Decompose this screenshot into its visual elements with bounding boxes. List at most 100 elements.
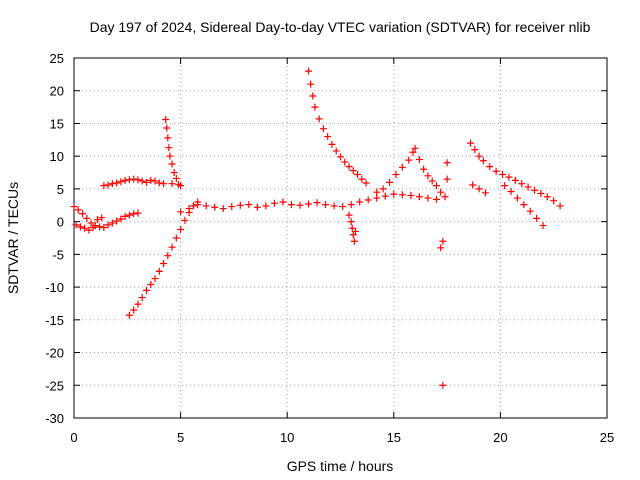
data-point bbox=[348, 224, 356, 232]
data-point bbox=[100, 224, 108, 232]
data-point bbox=[347, 201, 355, 209]
data-point bbox=[287, 201, 295, 209]
data-point bbox=[471, 146, 479, 154]
data-point bbox=[117, 178, 125, 186]
y-tick-label: -5 bbox=[52, 247, 64, 262]
data-point bbox=[439, 237, 447, 245]
data-point bbox=[89, 224, 97, 232]
data-point bbox=[104, 221, 112, 229]
data-point bbox=[499, 171, 507, 179]
data-point bbox=[358, 175, 366, 183]
data-point bbox=[486, 163, 494, 171]
data-point bbox=[125, 311, 133, 319]
data-point bbox=[351, 227, 359, 235]
data-point bbox=[437, 244, 445, 252]
data-point bbox=[390, 190, 398, 198]
data-point bbox=[411, 144, 419, 152]
data-point bbox=[511, 176, 519, 184]
data-point bbox=[481, 189, 489, 197]
y-tick-label: -30 bbox=[45, 411, 64, 426]
data-point bbox=[228, 203, 236, 211]
data-point bbox=[72, 221, 80, 229]
data-point bbox=[531, 186, 539, 194]
data-point bbox=[364, 196, 372, 204]
data-point bbox=[164, 134, 172, 142]
data-point bbox=[362, 179, 370, 187]
data-point bbox=[81, 224, 89, 232]
y-tick-label: 15 bbox=[50, 116, 64, 131]
data-point bbox=[236, 201, 244, 209]
data-point bbox=[166, 152, 174, 160]
x-tick-label: 10 bbox=[280, 430, 294, 445]
data-point bbox=[441, 193, 449, 201]
data-point bbox=[160, 260, 168, 268]
data-point bbox=[479, 157, 487, 165]
data-point bbox=[345, 211, 353, 219]
data-point bbox=[134, 209, 142, 217]
data-point bbox=[113, 217, 121, 225]
data-point bbox=[556, 202, 564, 210]
data-point bbox=[134, 176, 142, 184]
x-tick-label: 20 bbox=[493, 430, 507, 445]
x-tick-label: 0 bbox=[70, 430, 77, 445]
data-point bbox=[164, 252, 172, 260]
data-point bbox=[279, 198, 287, 206]
data-point bbox=[324, 133, 332, 141]
data-point bbox=[432, 195, 440, 203]
x-tick-label: 15 bbox=[387, 430, 401, 445]
data-point bbox=[307, 80, 315, 88]
data-point bbox=[313, 199, 321, 207]
data-point bbox=[151, 177, 159, 185]
grid bbox=[74, 58, 607, 418]
data-point bbox=[439, 381, 447, 389]
data-point bbox=[356, 198, 364, 206]
data-point bbox=[386, 178, 394, 186]
data-point bbox=[93, 216, 101, 224]
data-point bbox=[526, 207, 534, 215]
axis-ticks: 0 5 10 15 20 25 -30 -25 -20 -15 -10 -5 0 5 10 15 20 25 bbox=[45, 51, 614, 445]
chart-title: Day 197 of 2024, Sidereal Day-to-day VTE… bbox=[90, 19, 591, 35]
data-point bbox=[155, 179, 163, 187]
data-point bbox=[70, 203, 78, 211]
data-point bbox=[142, 178, 150, 186]
y-axis-label: SDTVAR / TECUs bbox=[5, 182, 21, 294]
data-point bbox=[130, 210, 138, 218]
data-point bbox=[520, 201, 528, 209]
y-tick-label: 0 bbox=[57, 215, 64, 230]
data-point bbox=[121, 212, 129, 220]
data-point bbox=[437, 188, 445, 196]
data-point bbox=[165, 144, 173, 152]
x-tick-label: 5 bbox=[177, 430, 184, 445]
data-point bbox=[420, 165, 428, 173]
data-point bbox=[113, 179, 121, 187]
data-point bbox=[311, 103, 319, 111]
data-point bbox=[76, 223, 84, 231]
data-point bbox=[296, 201, 304, 209]
data-point bbox=[202, 202, 210, 210]
data-point bbox=[475, 185, 483, 193]
data-point bbox=[443, 159, 451, 167]
data-point bbox=[172, 174, 180, 182]
data-point bbox=[98, 214, 106, 222]
data-point bbox=[398, 191, 406, 199]
data-point bbox=[151, 275, 159, 283]
data-point bbox=[492, 167, 500, 175]
y-tick-label: 10 bbox=[50, 149, 64, 164]
data-point bbox=[539, 222, 547, 230]
data-point bbox=[138, 177, 146, 185]
data-point bbox=[262, 202, 270, 210]
y-tick-label: -20 bbox=[45, 346, 64, 361]
data-point bbox=[341, 158, 349, 166]
data-point bbox=[513, 194, 521, 202]
data-point bbox=[524, 183, 532, 191]
data-point bbox=[134, 300, 142, 308]
data-point bbox=[170, 169, 178, 177]
data-point bbox=[415, 155, 423, 163]
data-point bbox=[424, 172, 432, 180]
data-point bbox=[315, 115, 323, 123]
data-point bbox=[347, 218, 355, 226]
data-point bbox=[467, 139, 475, 147]
data-point bbox=[104, 181, 112, 189]
data-point bbox=[253, 203, 261, 211]
